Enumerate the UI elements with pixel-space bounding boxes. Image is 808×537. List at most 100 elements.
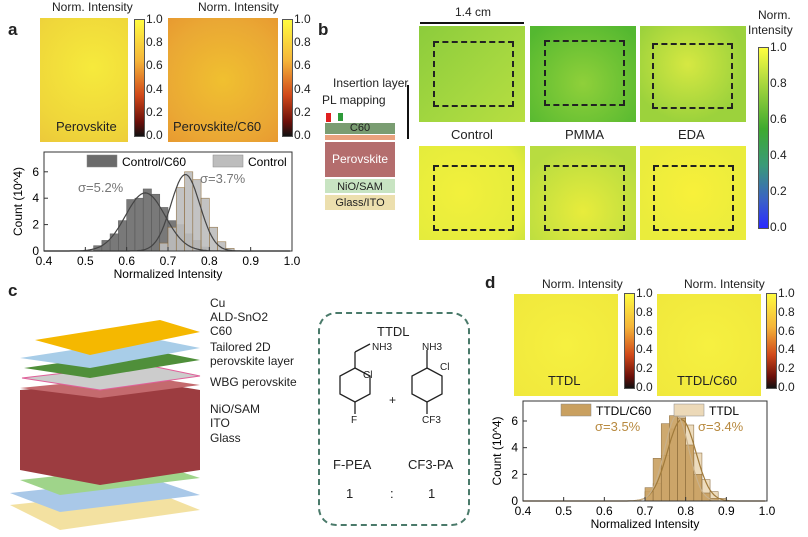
layer-label: Cu (210, 296, 226, 310)
panel-label-a: a (8, 20, 18, 39)
pl-map-ttdl-c60 (657, 294, 761, 396)
cf3-label: CF3 (422, 415, 441, 426)
x-tick-label: 0.7 (160, 254, 177, 268)
y-tick-label: 0 (511, 494, 518, 508)
colorbar-tick: 0.4 (146, 81, 163, 96)
cbar-title: Norm. Intensity (542, 277, 623, 291)
y-tick-label: 6 (511, 414, 518, 428)
layer-nio: NiO/SAM (325, 179, 395, 193)
scale-label: 1.4 cm (455, 5, 492, 19)
sample-label: PMMA (565, 127, 604, 142)
sample-label: Control (451, 127, 493, 142)
histogram-bar (134, 197, 144, 252)
map-caption: TTDL (548, 373, 581, 388)
f-label: F (351, 415, 358, 426)
colorbar-tick: 1.0 (778, 286, 795, 300)
molecule-name: F-PEA (333, 457, 372, 472)
pl-map-eda-top (640, 26, 746, 122)
colorbar-tick: 0.6 (636, 323, 653, 338)
legend-label: TTDL/C60 (596, 404, 652, 418)
colorbar-tick: 0.4 (778, 342, 795, 357)
x-tick-label: 0.5 (555, 504, 572, 518)
map-caption: Perovskite/C60 (173, 119, 262, 134)
layer-label: Glass (210, 431, 241, 445)
layer-label: perovskite layer (210, 354, 295, 368)
y-tick-label: 4 (511, 441, 518, 455)
layer-glass: Glass/ITO (325, 195, 395, 210)
layer-label: NiO/SAM (210, 402, 261, 416)
histogram-bar (167, 226, 177, 252)
histogram-bar (142, 188, 152, 252)
colorbar-tick: 1.0 (294, 12, 311, 26)
colorbar (766, 293, 777, 389)
map-caption: TTDL/C60 (677, 373, 737, 388)
pl-map-perovskite-c60 (168, 18, 278, 142)
colorbar-tick: 0.8 (770, 76, 787, 90)
colorbar-tick: 0.4 (294, 81, 311, 96)
layer-insertion (325, 135, 395, 140)
cbar-title: Norm. Intensity (52, 0, 133, 14)
y-tick-label: 4 (32, 191, 39, 205)
pl-map-control-top (419, 26, 525, 122)
colorbar-tick: 0.8 (294, 35, 311, 50)
y-axis-label: Count (10^4) (490, 416, 504, 485)
layer-label: C60 (210, 324, 233, 338)
x-axis-label: Normalized Intensity (591, 517, 700, 531)
ratio: 1 (346, 486, 354, 501)
x-tick-label: 0.4 (36, 254, 53, 268)
colorbar-tick: 0.8 (778, 304, 795, 319)
cl-label: Cl (363, 370, 373, 381)
sigma-label: σ=3.7% (200, 171, 246, 186)
x-tick-label: 0.7 (637, 504, 654, 518)
colorbar-tick: 0.2 (770, 184, 787, 198)
histogram-bar (159, 242, 169, 252)
x-tick-label: 0.6 (118, 254, 135, 268)
colorbar-tick: 0.0 (770, 220, 787, 234)
colorbar-tick: 0.2 (778, 361, 795, 376)
colorbar-tick: 0.4 (770, 148, 787, 162)
histogram-bar (652, 458, 662, 502)
y-tick-label: 6 (32, 165, 39, 179)
colorbar (624, 293, 635, 389)
legend-label: Control (248, 155, 287, 169)
cbar-title: Norm. (758, 8, 791, 22)
device-stack-illustration (10, 320, 201, 530)
cbar-title: Norm. Intensity (198, 0, 279, 14)
sigma-label: σ=3.5% (595, 419, 641, 434)
pl-map-ttdl (514, 294, 618, 396)
y-tick-label: 2 (32, 218, 39, 232)
colorbar-tick: 0.2 (636, 361, 653, 376)
histogram-a: σ=5.2% σ=3.7% 0.4 0.5 0.6 0.7 0.8 0.9 1.0 0 2 4 6 Nor… (11, 151, 301, 281)
colorbar (282, 19, 293, 137)
layer-c60: C60 (325, 123, 395, 134)
nh3-label: NH3 (422, 342, 443, 353)
molecule-inset (318, 312, 470, 526)
histogram-bar (701, 492, 711, 502)
histogram-bar (109, 233, 119, 252)
inset-title: TTDL (377, 324, 410, 339)
layer-label: ITO (210, 416, 230, 430)
x-tick-label: 1.0 (759, 504, 776, 518)
colorbar-tick: 0.6 (294, 58, 311, 73)
nh3-label: NH3 (372, 342, 393, 353)
x-tick-label: 0.8 (201, 254, 218, 268)
pl-map-eda-bottom (640, 146, 746, 240)
pl-map-perovskite (40, 18, 128, 142)
cbar-title: Norm. Intensity (684, 277, 765, 291)
colorbar-tick: 0.6 (146, 58, 163, 73)
panel-label-b: b (318, 20, 329, 39)
x-tick-label: 0.5 (77, 254, 94, 268)
arrow-down-icon (338, 113, 343, 121)
x-tick-label: 1.0 (284, 254, 301, 268)
colorbar-tick: 1.0 (636, 286, 653, 300)
x-tick-label: 0.9 (242, 254, 259, 268)
plus-sign: + (389, 393, 397, 407)
legend-label: TTDL (709, 404, 739, 418)
layer-perovskite: Perovskite (325, 142, 395, 177)
pointer-line (407, 85, 409, 139)
layer-label: ALD-SnO2 (210, 310, 269, 324)
panel-label-d: d (485, 273, 496, 292)
legend-swatch (673, 403, 705, 417)
colorbar (758, 47, 769, 229)
pl-mapping-label: PL mapping (322, 93, 386, 107)
